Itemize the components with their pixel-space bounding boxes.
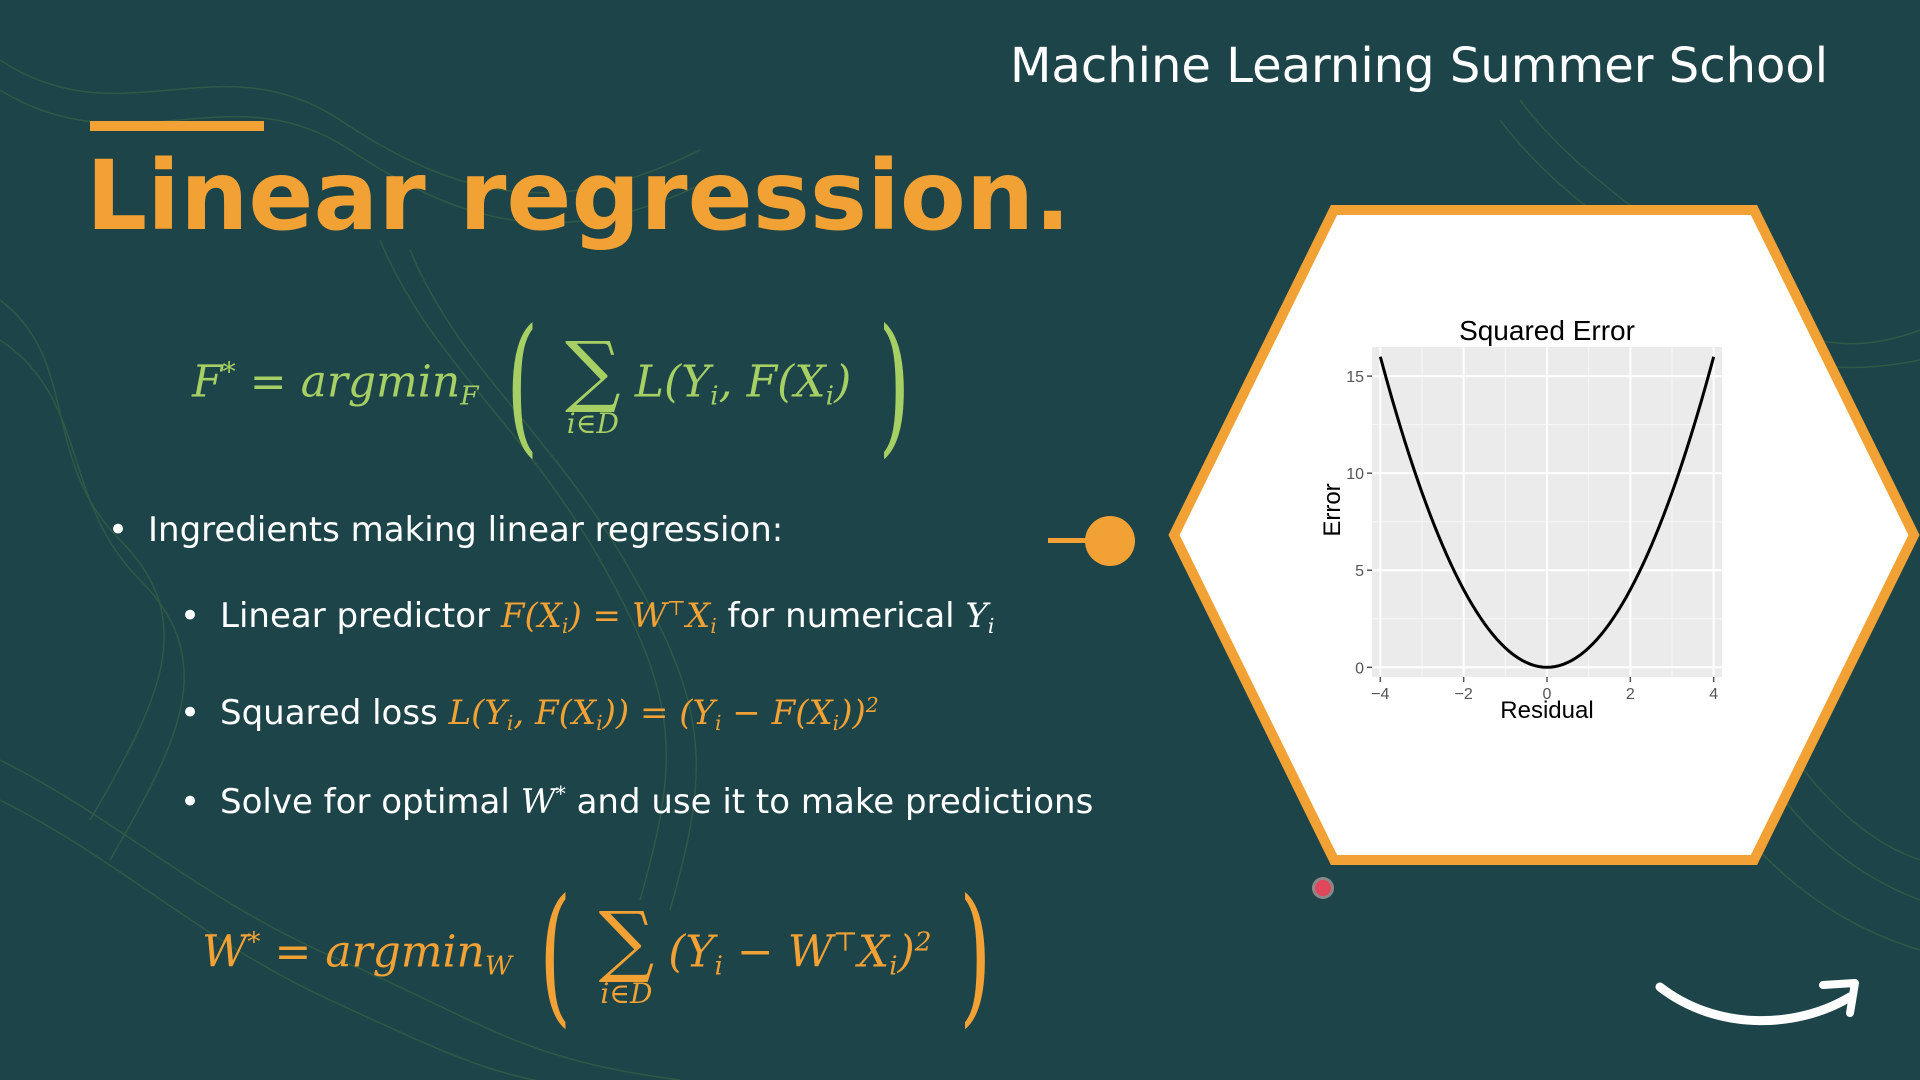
y-tick-label: 10 [1346, 466, 1364, 483]
bullet-ingredients: • Ingredients making linear regression: [108, 510, 784, 550]
x-tick-label: 0 [1543, 686, 1552, 703]
loss-math-sup: 2 [865, 693, 879, 717]
laser-pointer-icon [1315, 880, 1331, 896]
eq2-op-sub: W [484, 950, 513, 982]
bullet-solve: • Solve for optimal W* and use it to mak… [180, 782, 1094, 823]
eq2-body-sub-1: i [714, 950, 723, 982]
solution-equation: W* = argminW ( ∑ i∈D (Yi − W⊤Xi)2 ) [202, 880, 1004, 1030]
eq1-lhs: F [192, 356, 223, 408]
y-axis-ticks: 0 5 10 15 [1346, 369, 1372, 677]
eq1-op: argmin [300, 356, 461, 408]
eq2-sum-symbol: ∑ [598, 896, 655, 986]
objective-equation: F* = argminF ( ∑ i∈D L(Yi, F(Xi) ) [192, 310, 924, 460]
bullet-dot: • [180, 693, 201, 733]
eq1-sum: ∑ i∈D [565, 332, 621, 438]
series-line [1378, 356, 1716, 669]
eq1-op-sub: F [460, 380, 479, 412]
y-axis-label: Error [1319, 483, 1346, 536]
x-tick-label: 2 [1626, 686, 1635, 703]
bullet-dot: • [108, 510, 129, 550]
eq2-body-sup-2: 2 [914, 926, 932, 958]
eq2-body-mid: − W [722, 926, 833, 978]
loss-math-4: − F(X [721, 693, 833, 734]
x-tick-label: −4 [1371, 686, 1389, 703]
eq2-op: argmin [325, 926, 485, 978]
x-tick-label: −2 [1455, 686, 1473, 703]
solve-math-w: W [520, 782, 556, 823]
x-axis-label: Residual [1500, 697, 1593, 724]
connector-line [1048, 538, 1118, 543]
eq1-lhs-sup: * [222, 356, 236, 388]
eq1-sum-symbol: ∑ [565, 326, 621, 416]
predictor-prefix: Linear predictor [220, 596, 491, 637]
eq2-body-sup-t: ⊤ [833, 926, 858, 958]
eq1-body: L(Y [634, 356, 711, 408]
predictor-math-x: X [685, 596, 711, 637]
solve-math-sup: * [555, 782, 566, 806]
loss-math: L(Yi, F(Xi)) = (Yi − F(Xi))2 [448, 693, 879, 736]
predictor-y-letter: Y [965, 596, 988, 637]
connector-dot [1085, 516, 1135, 566]
y-tick-label: 15 [1346, 369, 1364, 386]
loss-math-sub-1: i [506, 711, 514, 736]
loss-math-sub-4: i [832, 711, 840, 736]
eq1-body-end: ) [834, 356, 852, 408]
eq1-body-sub-1: i [710, 380, 719, 412]
predictor-math-1: F(X [500, 596, 562, 637]
y-tick-label: 0 [1355, 660, 1364, 677]
eq2-sum-sub: i∈D [600, 977, 653, 1010]
eq2-sum: ∑ i∈D [599, 902, 655, 1008]
eq2-body-sub-2: i [889, 950, 898, 982]
bullet-linear-predictor: • Linear predictor F(Xi) = W⊤Xi for nume… [180, 596, 995, 639]
eq1-open-paren: ( [505, 298, 538, 472]
loss-math-3: )) = (Y [602, 693, 715, 734]
predictor-y: Yi [965, 596, 995, 639]
eq2-lhs: W [202, 926, 248, 978]
amazon-smile-icon [1655, 979, 1859, 1026]
squared-error-chart: Squared Error 0 5 10 15 −4 −2 0 2 4 Residual Er… [1319, 315, 1722, 724]
title-accent-bar [90, 121, 264, 131]
predictor-math-mid: ) = W [568, 596, 667, 637]
solve-suffix: and use it to make predictions [576, 782, 1094, 823]
loss-math-sub-2: i [596, 711, 603, 736]
predictor-math: F(Xi) = W⊤Xi [500, 596, 717, 639]
chart-grid [1372, 347, 1722, 677]
loss-math-5: )) [839, 693, 866, 734]
predictor-math-sup: ⊤ [666, 596, 686, 620]
eq1-body-mid: , F(X [718, 356, 826, 408]
eq2-lhs-sup: * [247, 926, 261, 958]
loss-math-1: L(Y [448, 693, 507, 734]
bullet-dot: • [180, 596, 201, 636]
bullet-ingredients-text: Ingredients making linear regression: [148, 510, 784, 550]
eq2-close-paren: ) [958, 868, 991, 1042]
eq2-body-start: (Y [668, 926, 715, 978]
school-title: Machine Learning Summer School [1010, 38, 1829, 94]
slide-title: Linear regression. [86, 140, 1071, 252]
eq1-body-sub-2: i [825, 380, 835, 412]
predictor-suffix: for numerical [727, 596, 955, 637]
bullet-dot: • [180, 782, 201, 822]
predictor-math-sub2: i [710, 614, 717, 639]
y-tick-label: 5 [1355, 563, 1364, 580]
x-axis-ticks: −4 −2 0 2 4 [1371, 677, 1718, 703]
eq1-close-paren: ) [878, 298, 911, 472]
eq1-sum-sub: i∈D [566, 407, 619, 440]
eq2-body-x: X [857, 926, 890, 978]
loss-math-2: , F(X [513, 693, 597, 734]
solve-prefix: Solve for optimal [220, 782, 510, 823]
loss-math-sub-3: i [714, 711, 722, 736]
x-tick-label: 4 [1709, 686, 1718, 703]
loss-prefix: Squared loss [220, 693, 438, 734]
solve-math: W* [521, 782, 566, 822]
eq2-body-end: ) [897, 926, 915, 978]
eq2-open-paren: ( [539, 868, 572, 1042]
chart-title: Squared Error [1459, 315, 1635, 346]
predictor-math-sub: i [561, 614, 569, 639]
eq1-equals: = [249, 356, 287, 408]
eq2-equals: = [274, 926, 312, 978]
predictor-y-sub: i [987, 614, 995, 639]
bullet-squared-loss: • Squared loss L(Yi, F(Xi)) = (Yi − F(Xi… [180, 693, 879, 736]
